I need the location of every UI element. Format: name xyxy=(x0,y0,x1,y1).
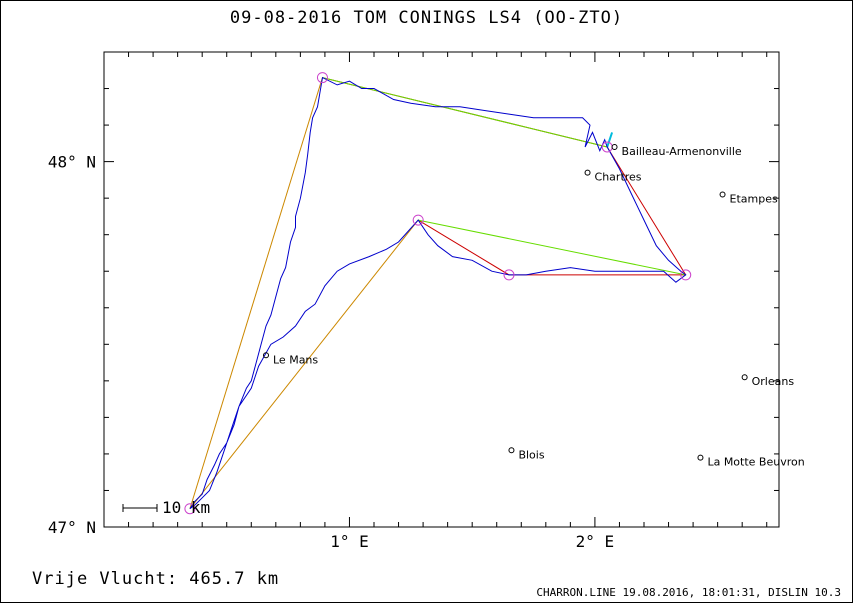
start-line xyxy=(606,132,614,148)
scale-bar: 10 km xyxy=(122,498,210,517)
fai-leg xyxy=(322,77,608,148)
route-leg xyxy=(189,219,419,510)
x-tick-label: 2° E xyxy=(576,532,615,551)
city-markers: Bailleau-Armenonville Chartres Etampes Le M… xyxy=(263,144,805,469)
y-tick-label: 47° N xyxy=(48,518,96,537)
flight-track xyxy=(189,76,687,510)
city-dot xyxy=(611,144,618,150)
city-dot xyxy=(741,374,748,381)
free-flight-distance: Vrije Vlucht: 465.7 km xyxy=(32,569,280,589)
y-tick-label: 48° N xyxy=(48,153,96,172)
route-leg xyxy=(189,77,323,509)
city-dot xyxy=(697,454,704,461)
x-tick-label: 1° E xyxy=(330,532,369,551)
scale-bar-label: 10 km xyxy=(162,498,210,517)
turnpoint-circle xyxy=(680,269,692,281)
city-dot xyxy=(263,352,269,359)
city-label: Blois xyxy=(518,448,544,461)
city-label: Chartres xyxy=(595,171,642,184)
city-label: Bailleau-Armenonville xyxy=(622,145,742,158)
city-dot xyxy=(719,191,726,198)
fai-leg xyxy=(418,219,686,276)
city-label: Le Mans xyxy=(273,353,318,366)
route-lines xyxy=(189,77,687,510)
map-border xyxy=(103,51,780,528)
route-leg xyxy=(417,219,510,276)
axis-ticks: 1° E 2° E 47° N 48° N xyxy=(48,52,779,551)
turnpoint-circle xyxy=(412,214,424,226)
route-leg xyxy=(606,146,687,276)
city-label: Etampes xyxy=(730,193,778,206)
turnpoint-circle xyxy=(184,503,196,515)
credits-text: CHARRON.LINE 19.08.2016, 18:01:31, DISLI… xyxy=(536,586,841,599)
page-title: 09-08-2016 TOM CONINGS LS4 (OO-ZTO) xyxy=(229,8,624,28)
turnpoints xyxy=(184,72,692,515)
city-label: La Motte Beuvron xyxy=(707,456,804,469)
turnpoint-circle xyxy=(503,269,515,281)
city-label: Orleans xyxy=(752,375,795,388)
city-dot xyxy=(508,447,515,454)
city-dot xyxy=(584,169,591,176)
turnpoint-circle xyxy=(316,72,328,84)
